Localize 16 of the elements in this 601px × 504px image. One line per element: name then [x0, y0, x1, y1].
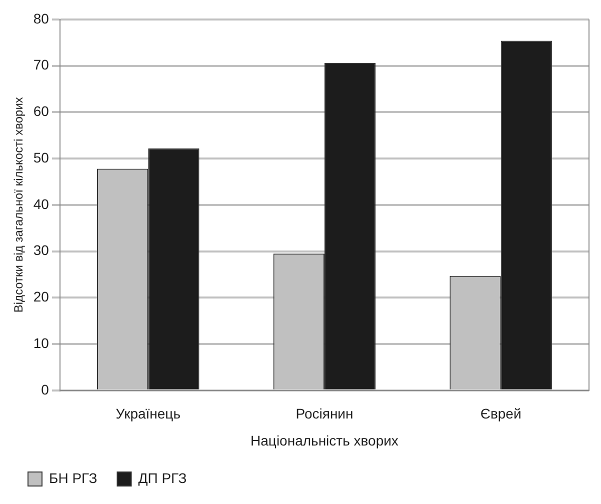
y-tick-label: 0	[41, 381, 50, 398]
y-tick-label: 10	[33, 334, 50, 351]
y-tick-label: 40	[33, 196, 50, 212]
y-tick-label: 30	[33, 242, 50, 258]
x-axis-title: Національність хворих	[250, 432, 398, 448]
y-tick-label: 20	[33, 288, 50, 305]
y-tick-label: 70	[33, 56, 50, 73]
x-tick-label: Росіянин	[296, 406, 354, 422]
y-tick-label: 50	[33, 149, 50, 166]
x-tick-label: Єврей	[480, 406, 522, 422]
y-tick-label: 60	[33, 103, 50, 120]
legend-label: БН РГЗ	[49, 470, 98, 486]
x-tick-label: Українець	[116, 406, 180, 422]
legend-label: ДП РГЗ	[138, 470, 187, 486]
y-axis-title: Відсотки від загальної кількості хворих	[12, 97, 26, 313]
y-tick-label: 80	[33, 10, 50, 26]
